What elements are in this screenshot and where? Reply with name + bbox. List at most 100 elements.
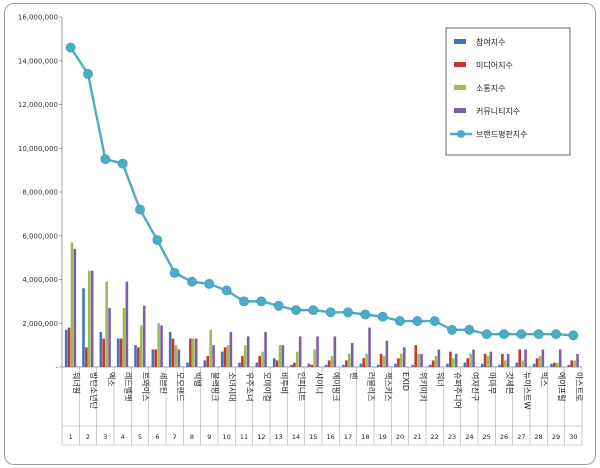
bar-1-1 <box>64 329 68 367</box>
category-label: 샤이니 <box>314 372 324 394</box>
category-label: 젝스키스 <box>384 372 394 401</box>
rank-index-label: 29 <box>552 433 560 441</box>
bar-3-18 <box>365 353 368 368</box>
category-label: 레드벨벳 <box>124 372 134 401</box>
line-point-22 <box>429 316 440 326</box>
category-label: 오마이걸 <box>262 372 272 401</box>
bar-1-29 <box>550 363 553 367</box>
rank-index-label: 12 <box>257 433 265 441</box>
line-point-10 <box>221 285 232 296</box>
bar-1-30 <box>567 364 571 367</box>
line-point-23 <box>447 324 457 335</box>
bar-1-27 <box>515 362 519 368</box>
bar-1-16 <box>324 364 328 367</box>
rank-index-label: 27 <box>517 433 525 441</box>
rank-index-label: 13 <box>275 433 283 441</box>
legend-label: 소통지수 <box>476 84 505 93</box>
rank-index-label: 9 <box>207 433 211 441</box>
line-point-21 <box>412 316 423 326</box>
y-tick-label: 10,000,000 <box>18 145 58 153</box>
bar-4-10 <box>229 332 233 367</box>
bar-4-21 <box>420 353 423 368</box>
line-point-8 <box>187 276 197 287</box>
bar-3-4 <box>122 307 126 367</box>
line-point-3 <box>100 154 111 165</box>
bar-4-23 <box>454 353 458 368</box>
line-point-14 <box>291 305 301 316</box>
category-label: 갓세븐 <box>505 372 515 394</box>
bar-4-3 <box>108 307 111 367</box>
line-point-7 <box>169 268 180 278</box>
bar-2-12 <box>258 356 262 367</box>
bar-1-19 <box>376 364 380 367</box>
legend-marker <box>457 130 465 138</box>
bar-series-group <box>64 242 579 368</box>
bar-3-5 <box>140 325 143 367</box>
y-tick-label: 4,000,000 <box>22 276 58 284</box>
y-tick-label: 6,000,000 <box>22 232 58 240</box>
bar-3-23 <box>452 358 455 367</box>
legend-swatch <box>454 85 466 90</box>
bar-2-27 <box>518 349 522 367</box>
bar-3-6 <box>157 323 160 367</box>
line-point-12 <box>256 296 267 307</box>
bar-4-2 <box>90 270 94 367</box>
rank-index-label: 2 <box>86 433 90 441</box>
bar-1-5 <box>134 345 137 368</box>
bar-3-9 <box>209 329 212 367</box>
y-tick-label: - <box>55 364 58 372</box>
category-label: 펜 <box>349 372 358 379</box>
bar-2-17 <box>345 360 348 367</box>
bar-2-29 <box>553 362 556 368</box>
bar-4-6 <box>160 325 163 367</box>
bar-2-3 <box>102 338 106 367</box>
rank-index-label: 22 <box>431 433 439 441</box>
bar-4-30 <box>576 353 579 368</box>
legend-label: 참여지수 <box>476 37 505 47</box>
bar-4-4 <box>125 281 129 367</box>
legend-label: 미디어지수 <box>476 60 513 70</box>
category-label: 뉴이스트W <box>522 372 532 409</box>
rank-index-label: 19 <box>379 433 387 441</box>
legend-label: 브랜드평판지수 <box>476 129 528 139</box>
category-label: 빅스 <box>540 372 549 387</box>
bar-4-7 <box>177 349 181 367</box>
bar-3-14 <box>296 351 299 367</box>
bar-3-7 <box>174 345 178 368</box>
line-point-25 <box>481 329 492 340</box>
line-point-19 <box>377 311 388 322</box>
y-tick-label: 2,000,000 <box>22 320 58 328</box>
legend-swatch <box>454 108 466 113</box>
bar-1-8 <box>186 362 189 368</box>
rank-index-label: 4 <box>121 433 125 441</box>
line-point-15 <box>308 305 319 316</box>
bar-2-1 <box>67 327 71 368</box>
bar-2-15 <box>310 364 314 367</box>
bar-1-23 <box>446 363 449 367</box>
category-label: 블랙핑크 <box>210 372 220 401</box>
bar-2-9 <box>206 356 210 367</box>
bar-3-30 <box>573 360 576 367</box>
line-point-9 <box>204 278 215 289</box>
bar-4-12 <box>264 332 267 367</box>
bar-3-10 <box>226 345 230 368</box>
category-label: 아스트로 <box>574 372 584 401</box>
bar-2-23 <box>449 351 452 367</box>
line-point-20 <box>395 316 405 326</box>
bar-3-3 <box>105 281 108 367</box>
category-label: 빅뱅 <box>193 372 203 387</box>
category-label: 워너 <box>436 372 446 387</box>
bar-1-6 <box>151 349 155 367</box>
y-tick-label: 8,000,000 <box>22 189 58 197</box>
category-label: 소녀시대 <box>228 372 237 401</box>
category-label: 슈퍼주니어 <box>453 372 463 409</box>
rank-index-label: 7 <box>173 433 177 441</box>
rank-index-label: 16 <box>327 433 335 441</box>
bar-4-27 <box>524 349 527 367</box>
bar-4-28 <box>541 349 545 367</box>
legend-swatch <box>454 62 466 67</box>
bar-3-27 <box>521 360 524 367</box>
rank-index-label: 1 <box>69 433 73 441</box>
bar-3-25 <box>486 356 490 367</box>
